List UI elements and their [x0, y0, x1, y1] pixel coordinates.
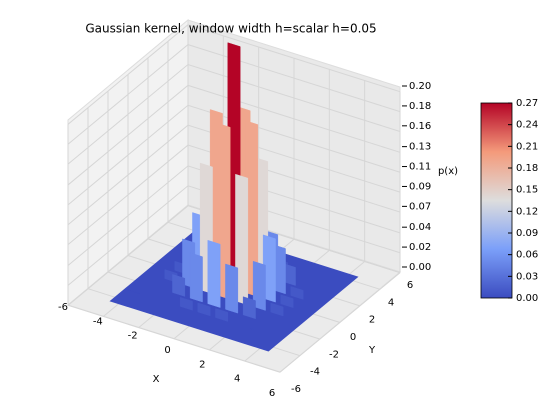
x-tick-label: -2	[128, 331, 138, 342]
surface-spike	[242, 296, 256, 320]
y-tick-label: 0	[350, 332, 356, 343]
colorbar-tick-label: 0.09	[516, 228, 538, 239]
surface-spike	[270, 302, 284, 317]
colorbar-tick-label: 0.15	[516, 185, 538, 196]
surface-spike	[278, 325, 291, 331]
surface-spike	[197, 302, 211, 317]
x-tick-label: 2	[199, 359, 205, 370]
z-tick-label: 0.02	[409, 242, 431, 253]
surface-spike	[179, 296, 193, 311]
surface-spike	[288, 317, 301, 322]
surface-spike	[233, 322, 246, 328]
surface-spike	[258, 342, 271, 347]
surface-spike	[187, 320, 201, 325]
surface-spike	[293, 273, 306, 278]
surface-spike	[268, 334, 281, 339]
surface-spike	[147, 272, 160, 278]
surface-spike	[338, 275, 351, 281]
x-tick-label: 0	[164, 345, 170, 356]
surface-spike	[154, 286, 168, 292]
chart-title: Gaussian kernel, window width h=scalar h…	[85, 22, 376, 36]
z-grid-line	[67, 63, 401, 165]
z-tick-label: 0.13	[409, 142, 431, 153]
surface-spike	[167, 256, 180, 261]
surface-spike	[127, 289, 140, 294]
z-grid-line	[67, 185, 401, 286]
y-tick-label: -2	[329, 349, 339, 360]
z-tick-label: 0.00	[409, 262, 431, 273]
surface-spike	[298, 309, 311, 314]
surface-spike	[225, 263, 239, 314]
colorbar-tick-label: 0.12	[516, 206, 538, 217]
y-grid-line	[67, 304, 281, 373]
surface-spike	[189, 252, 203, 303]
colorbar-tick-label: 0.24	[516, 120, 538, 131]
z-grid-line	[67, 144, 401, 246]
colorbar-tick-label: 0.00	[516, 293, 538, 304]
colorbar-tick-label: 0.06	[516, 250, 538, 261]
x-tick-label: 6	[269, 388, 275, 399]
z-axis-label: p(x)	[438, 166, 458, 177]
surface-spike	[172, 274, 186, 297]
z-grid-line	[67, 124, 401, 226]
z-tick-label: 0.11	[409, 162, 431, 173]
y-tick-label: 4	[388, 297, 394, 308]
z-tick-label: 0.09	[409, 181, 431, 192]
z-grid-line	[67, 84, 401, 186]
z-grid-line	[67, 165, 401, 266]
x-tick-label: 4	[234, 374, 240, 385]
y-axis-label: Y	[368, 345, 376, 356]
surface-spike	[308, 300, 321, 306]
y-tick-label: -4	[310, 367, 320, 378]
surface-spike	[240, 336, 254, 342]
surface-spike	[260, 320, 274, 325]
colorbar-tick-label: 0.18	[516, 163, 538, 174]
z-grid-line	[67, 205, 401, 306]
z-grid-line	[67, 24, 401, 125]
surface-spike	[137, 281, 150, 286]
surface-spike	[205, 325, 218, 330]
colorbar-tick-label: 0.03	[516, 271, 538, 282]
surface-spike	[303, 264, 316, 270]
surface-spike	[117, 297, 130, 303]
z-grid-line	[67, 44, 401, 145]
surface-spike	[152, 308, 165, 314]
surface-spike	[252, 260, 266, 311]
surface-spike	[318, 292, 331, 297]
surface-spike	[290, 286, 304, 300]
z-tick-label: 0.07	[409, 201, 431, 212]
z-tick-label: 0.04	[409, 222, 431, 233]
surface-spike	[207, 239, 221, 308]
colorbar-tick-label: 0.21	[516, 141, 538, 152]
surface-spike	[285, 259, 298, 264]
surface-spike	[215, 308, 229, 322]
surface-spike	[280, 294, 294, 309]
surface-spike	[320, 270, 334, 275]
surface-spike	[300, 286, 314, 292]
surface-spike	[170, 314, 183, 319]
x-tick-label: -6	[58, 302, 68, 313]
surface-spike	[250, 328, 264, 333]
colorbar-tick-label: 0.27	[516, 98, 538, 109]
y-tick-label: 2	[369, 315, 375, 326]
surface-spike	[328, 284, 341, 289]
surface-spike	[262, 234, 276, 303]
z-tick-label: 0.20	[409, 81, 431, 92]
surface-spike	[310, 278, 324, 284]
y-tick-label: -6	[291, 384, 301, 395]
x-axis-label: X	[153, 374, 160, 385]
y-tick-label: 6	[407, 280, 413, 291]
z-tick-label: 0.16	[409, 121, 431, 132]
surface-spike	[144, 294, 158, 300]
colorbar	[480, 102, 513, 299]
surface-spike	[223, 331, 236, 336]
surface-spike	[134, 303, 148, 308]
x-tick-label: -4	[93, 316, 103, 327]
z-grid-line	[67, 104, 401, 206]
z-tick-label: 0.18	[409, 101, 431, 112]
surface-spike	[162, 300, 175, 305]
surface-spike	[157, 264, 170, 269]
